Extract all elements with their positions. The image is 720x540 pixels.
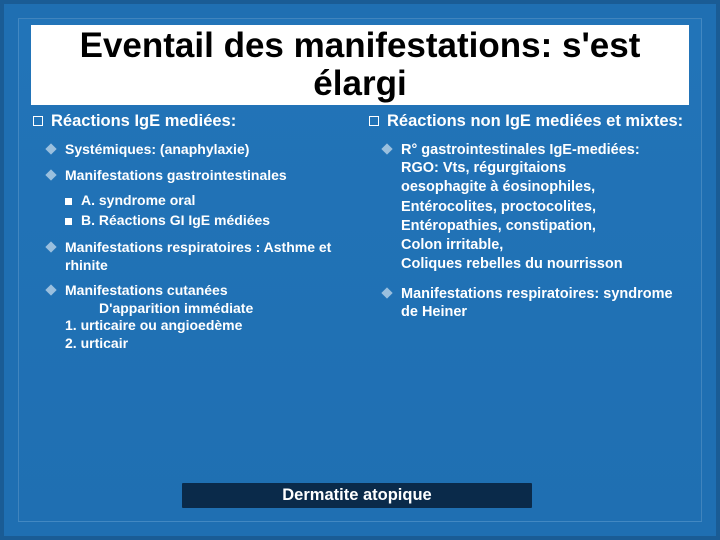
right-r1-lead: R° gastrointestinales IgE-mediées:: [365, 141, 691, 159]
right-r2: Manifestations respiratoires: syndrome d…: [365, 285, 691, 321]
left-item-cut-lead: Manifestations cutanées: [29, 282, 355, 300]
right-r1-d: Entéropathies, constipation,: [365, 217, 691, 235]
right-r1-e: Colon irritable,: [365, 236, 691, 254]
right-r1-c: Entérocolites, proctocolites,: [365, 198, 691, 216]
right-column: Réactions non IgE mediées et mixtes: R° …: [365, 111, 691, 353]
left-item-cut-sub: D'apparition immédiate: [29, 300, 355, 318]
left-item-gi: Manifestations gastrointestinales: [29, 167, 355, 185]
footer-banner: Dermatite atopique: [182, 483, 532, 508]
slide: Eventail des manifestations: s'est élarg…: [0, 0, 720, 540]
left-heading: Réactions IgE mediées:: [29, 111, 355, 132]
left-column: Réactions IgE mediées: Systémiques: (ana…: [29, 111, 355, 353]
right-r1-f: Coliques rebelles du nourrisson: [365, 255, 691, 273]
left-item-resp: Manifestations respiratoires : Asthme et…: [29, 239, 355, 274]
slide-inner: Eventail des manifestations: s'est élarg…: [18, 18, 702, 522]
columns: Réactions IgE mediées: Systémiques: (ana…: [29, 111, 691, 353]
left-item-cut-2: 2. urticair: [29, 335, 355, 353]
right-r1-a: RGO: Vts, régurgitaions: [365, 159, 691, 177]
left-item-gi-b: B. Réactions GI IgE médiées: [29, 212, 355, 230]
right-r1-b: oesophagite à éosinophiles,: [365, 178, 691, 196]
slide-title: Eventail des manifestations: s'est élarg…: [31, 25, 689, 105]
left-item-gi-a: A. syndrome oral: [29, 192, 355, 210]
left-item-systemic: Systémiques: (anaphylaxie): [29, 141, 355, 159]
left-item-cut-1: 1. urticaire ou angioedème: [29, 317, 355, 335]
right-heading: Réactions non IgE mediées et mixtes:: [365, 111, 691, 132]
